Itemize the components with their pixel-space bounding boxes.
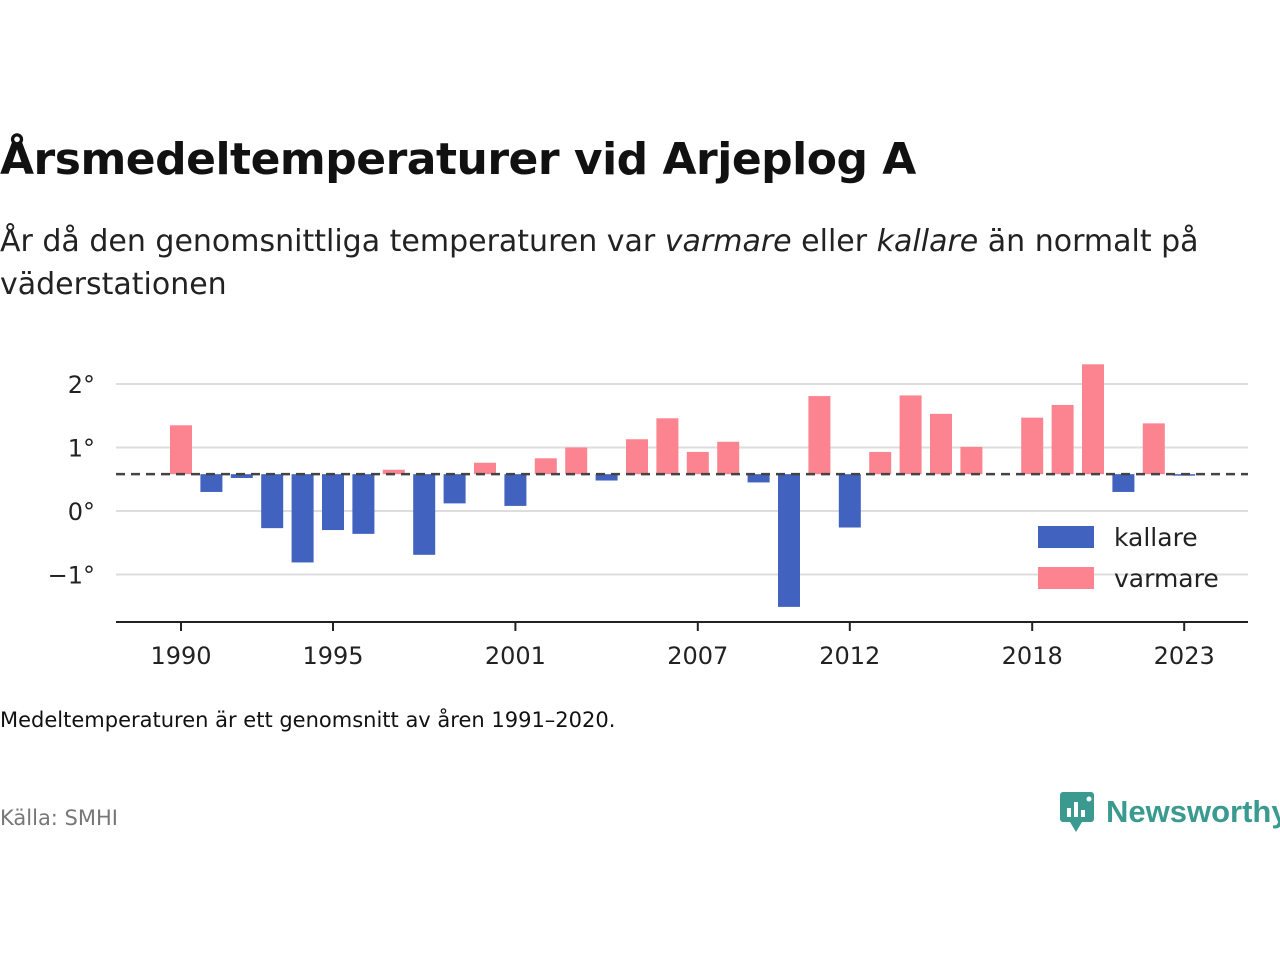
subtitle-warmer-word: varmare [664,224,792,259]
bar-1990 [170,425,192,475]
subtitle-colder-word: kallare [876,224,979,259]
bar-2012 [838,474,861,528]
bar-2022 [1142,423,1165,475]
legend-label-varmare: varmare [1114,564,1219,593]
bar-2007 [686,451,709,475]
bar-2002 [534,458,557,475]
chart-subtitle: År då den genomsnittliga temperaturen va… [0,220,1270,306]
bar-2018 [1021,417,1044,475]
bar-2008 [717,441,740,475]
legend-swatch-kallare [1038,526,1094,548]
bar-2003 [565,447,588,475]
x-tick-label: 1995 [302,642,363,670]
legend-swatch-varmare [1038,567,1094,589]
x-tick-label: 1990 [150,642,211,670]
bar-1995 [322,474,344,531]
newsworthy-logo[interactable]: Newsworthy [1058,790,1280,834]
bar-1997 [382,469,405,475]
x-tick-label: 2012 [819,642,880,670]
bar-1994 [291,474,314,563]
bar-1999 [443,474,466,504]
legend-label-kallare: kallare [1114,523,1198,552]
legend: kallare varmare [1038,523,1219,593]
y-tick-label: 2° [68,371,95,399]
y-tick-label: −1° [48,562,95,590]
y-tick-label: 0° [68,498,95,526]
bar-2000 [474,462,496,475]
bar-1996 [352,474,375,534]
bar-2021 [1112,474,1135,492]
subtitle-text-1: År då den genomsnittliga temperaturen va… [0,224,665,259]
bar-1991 [200,474,223,492]
bar-2001 [504,474,527,506]
bar-2005 [626,439,648,475]
source-label: Källa: SMHI [0,806,118,830]
bar-2006 [656,418,679,475]
bar-2016 [960,446,983,475]
bar-2004 [595,474,618,481]
bar-2011 [808,396,831,475]
bars [170,364,1196,607]
bar-1993 [261,474,284,529]
x-tick-label: 2018 [1002,642,1063,670]
newsworthy-logo-icon [1060,792,1094,832]
x-tick-label: 2023 [1154,642,1215,670]
x-tick-label: 2007 [667,642,728,670]
footnote: Medeltemperaturen är ett genomsnitt av å… [0,708,616,732]
bar-2014 [899,395,922,475]
bar-1992 [230,474,253,478]
newsworthy-brand-text: Newsworthy [1106,794,1280,829]
y-tick-label: 1° [68,435,95,463]
bar-2013 [869,451,892,475]
subtitle-text-3: än normalt på väderstationen [0,224,1199,302]
chart-title: Årsmedeltemperaturer vid Arjeplog A [0,134,916,185]
bar-2015 [930,413,952,475]
temperature-bar-chart: 2° 1° 0° −1° 1990 1995 2001 2007 2012 2018 2023 ka… [48,364,1248,670]
bar-2019 [1051,404,1074,475]
x-tick-label: 2001 [485,642,546,670]
bar-2010 [778,474,800,607]
bar-2009 [747,474,770,483]
axes: 2° 1° 0° −1° 1990 1995 2001 2007 2012 2018 2023 [48,371,1248,670]
bar-2020 [1082,364,1104,475]
bar-1998 [413,474,436,555]
subtitle-text-2: eller [791,224,877,259]
